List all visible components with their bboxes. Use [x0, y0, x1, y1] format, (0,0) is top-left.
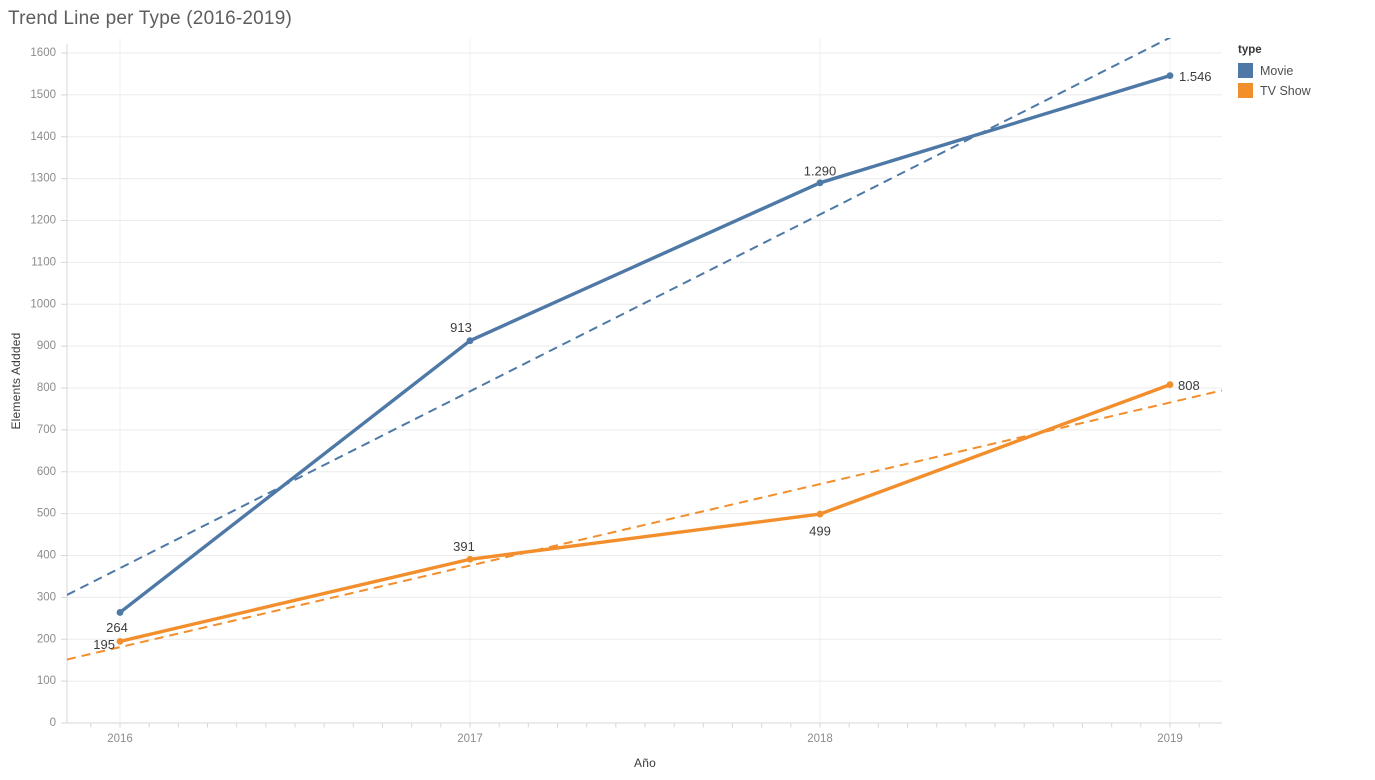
legend-swatch-tv-show — [1238, 83, 1253, 98]
legend: type Movie TV Show — [1238, 44, 1311, 103]
legend-item-movie[interactable]: Movie — [1238, 63, 1311, 78]
data-point-tv-show-2019[interactable] — [1166, 381, 1174, 389]
data-point-tv-show-2017[interactable] — [466, 555, 474, 563]
trend-line-movie[interactable] — [67, 11, 1222, 596]
y-tick-label: 0 — [50, 717, 56, 729]
y-tick-label: 100 — [37, 675, 56, 687]
data-label-movie-2019: 1.546 — [1179, 69, 1212, 84]
data-label-tv-show-2017: 391 — [453, 539, 475, 554]
data-point-tv-show-2016[interactable] — [116, 637, 124, 645]
y-tick-label: 200 — [37, 633, 56, 645]
legend-item-tv-show[interactable]: TV Show — [1238, 83, 1311, 98]
chart-title: Trend Line per Type (2016-2019) — [8, 8, 292, 29]
data-label-tv-show-2018: 499 — [809, 524, 831, 539]
y-tick-label: 900 — [37, 340, 56, 352]
y-tick-label: 700 — [37, 424, 56, 436]
data-point-movie-2018[interactable] — [816, 179, 824, 187]
x-tick-label: 2017 — [457, 733, 483, 745]
data-point-movie-2017[interactable] — [466, 337, 474, 345]
trend-line-tv-show[interactable] — [67, 389, 1222, 661]
data-label-tv-show-2016: 195 — [93, 637, 115, 652]
legend-label: TV Show — [1260, 83, 1311, 98]
data-label-movie-2017: 913 — [450, 320, 472, 335]
y-tick-label: 1300 — [30, 173, 56, 185]
y-axis-title: Elements Addded — [9, 332, 23, 430]
legend-items: Movie TV Show — [1238, 63, 1311, 98]
data-point-movie-2016[interactable] — [116, 609, 124, 616]
data-label-movie-2018: 1.290 — [804, 163, 837, 178]
legend-swatch-movie — [1238, 63, 1253, 78]
y-tick-label: 600 — [37, 466, 56, 478]
series-line-tv-show[interactable] — [118, 382, 1172, 644]
y-tick-label: 800 — [37, 382, 56, 394]
legend-title: type — [1238, 44, 1262, 56]
data-point-tv-show-2018[interactable] — [816, 510, 824, 518]
y-tick-label: 1600 — [30, 47, 56, 59]
y-tick-label: 1400 — [30, 131, 56, 143]
x-axis-title: Año — [634, 756, 656, 770]
legend-label: Movie — [1260, 63, 1294, 78]
y-tick-label: 500 — [37, 508, 56, 520]
y-tick-label: 300 — [37, 591, 56, 603]
series-line-movie[interactable] — [118, 73, 1172, 615]
data-point-movie-2019[interactable] — [1166, 72, 1174, 80]
x-tick-label: 2016 — [107, 733, 133, 745]
y-tick-label: 1500 — [30, 89, 56, 101]
y-tick-label: 1000 — [30, 298, 56, 310]
data-label-movie-2016: 264 — [106, 620, 128, 635]
x-tick-label: 2018 — [807, 733, 833, 745]
x-tick-label: 2019 — [1157, 733, 1183, 745]
data-label-tv-show-2019: 808 — [1178, 378, 1200, 393]
y-tick-label: 1100 — [31, 256, 56, 268]
y-tick-label: 1200 — [30, 215, 56, 227]
y-tick-label: 400 — [37, 550, 56, 562]
